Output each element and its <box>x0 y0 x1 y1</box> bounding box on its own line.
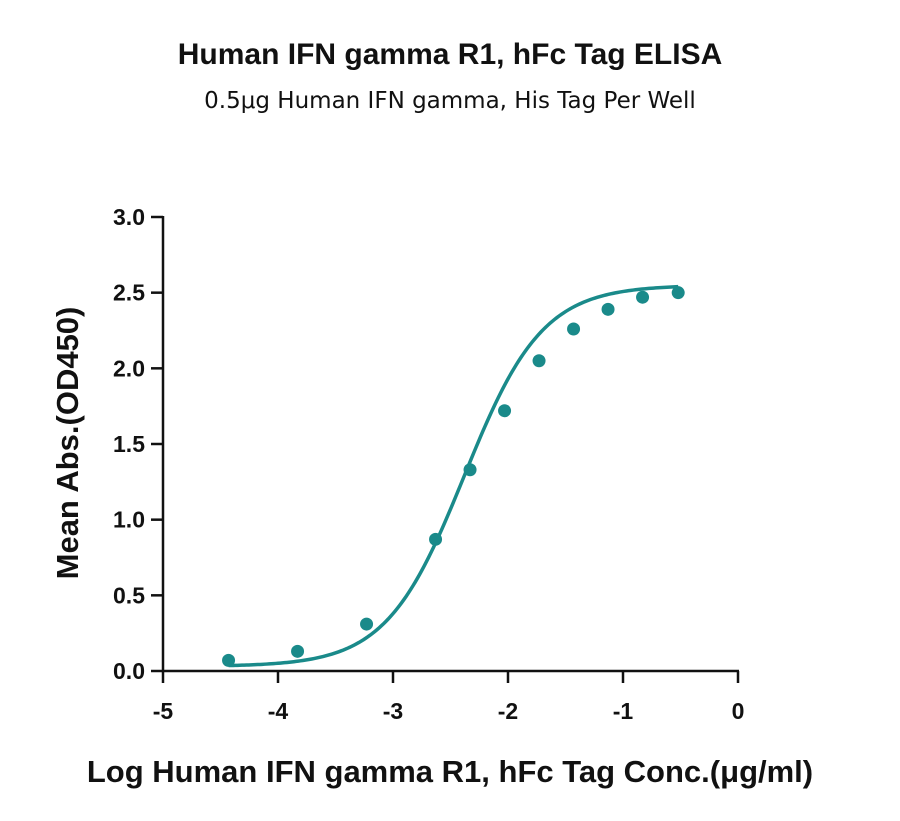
data-point <box>532 354 546 368</box>
data-points <box>222 286 685 667</box>
y-tick-labels: 0.0 0.5 1.0 1.5 2.0 2.5 3.0 <box>113 204 145 684</box>
x-tick-label: 0 <box>732 698 745 724</box>
data-point <box>601 302 615 316</box>
tick-marks <box>151 215 740 683</box>
y-tick-label: 1.0 <box>113 507 145 533</box>
data-point <box>567 322 581 336</box>
axes <box>161 216 739 673</box>
x-tick-label: -4 <box>268 698 289 724</box>
y-tick-label: 2.0 <box>113 355 145 381</box>
y-axis-title: Mean Abs.(OD450) <box>50 307 85 580</box>
x-tick-label: -2 <box>498 698 518 724</box>
x-tick-label: -3 <box>383 698 403 724</box>
data-point <box>636 290 650 304</box>
x-axis-title: Log Human IFN gamma R1, hFc Tag Conc.(μg… <box>87 754 813 789</box>
data-point <box>360 617 374 631</box>
x-tick-label: -1 <box>613 698 634 724</box>
data-point <box>498 404 512 418</box>
data-point <box>463 463 477 477</box>
data-point <box>429 532 443 546</box>
chart-title: Human IFN gamma R1, hFc Tag ELISA <box>177 38 723 71</box>
y-tick-label: 1.5 <box>113 431 145 457</box>
y-tick-label: 0.0 <box>113 658 145 684</box>
data-point <box>222 653 236 667</box>
y-tick-label: 2.5 <box>113 280 145 306</box>
y-tick-label: 3.0 <box>113 204 145 230</box>
fit-curve <box>228 284 679 668</box>
chart-subtitle: 0.5μg Human IFN gamma, His Tag Per Well <box>204 88 696 114</box>
x-tick-label: -5 <box>153 698 174 724</box>
data-point <box>291 644 305 658</box>
data-point <box>671 286 685 300</box>
x-tick-labels: -5 -4 -3 -2 -1 0 <box>153 698 745 724</box>
y-tick-label: 0.5 <box>113 582 145 608</box>
